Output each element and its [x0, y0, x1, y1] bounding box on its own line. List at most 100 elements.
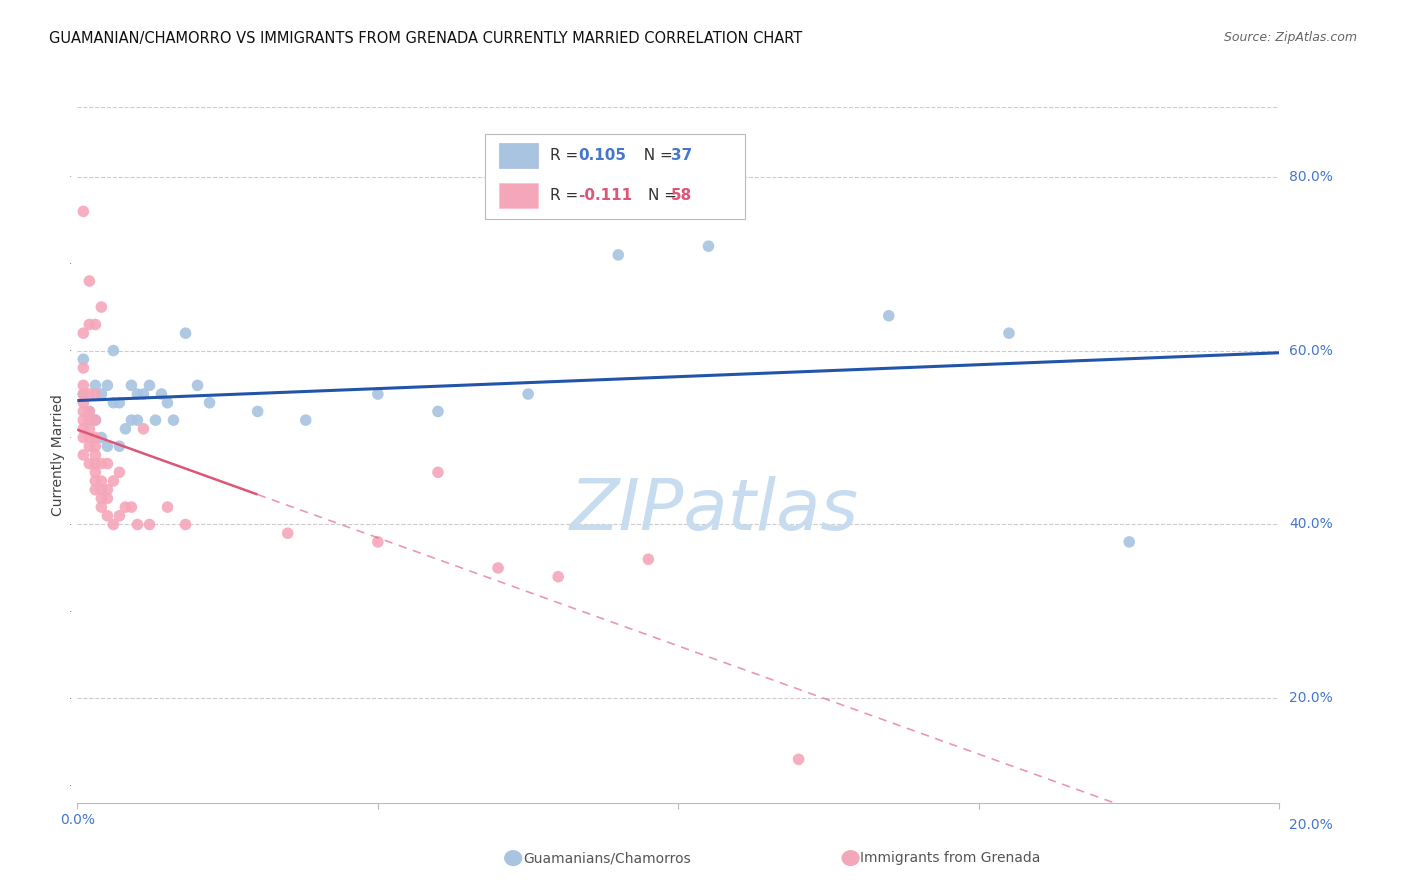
Point	[79, 430, 101, 444]
Point	[84, 474, 107, 488]
Point	[96, 491, 118, 506]
Point	[72, 352, 94, 367]
Point	[103, 474, 125, 488]
Point	[108, 466, 131, 480]
Point	[84, 413, 107, 427]
Point	[174, 517, 197, 532]
Point	[90, 430, 112, 444]
Point	[277, 526, 299, 541]
Point	[72, 387, 94, 401]
Text: 0.105: 0.105	[578, 148, 626, 162]
Text: 60.0%: 60.0%	[1289, 343, 1333, 358]
Point	[96, 457, 118, 471]
Text: 40.0%: 40.0%	[1289, 517, 1333, 532]
Point	[246, 404, 269, 418]
Text: N =: N =	[648, 188, 682, 202]
Point	[120, 378, 142, 392]
Text: N =: N =	[634, 148, 678, 162]
Point	[877, 309, 900, 323]
Point	[96, 439, 118, 453]
Point	[84, 387, 107, 401]
Text: Source: ZipAtlas.com: Source: ZipAtlas.com	[1223, 31, 1357, 45]
Point	[120, 500, 142, 514]
Point	[79, 422, 101, 436]
Point	[103, 395, 125, 409]
Point	[145, 413, 167, 427]
Text: 20.0%: 20.0%	[1289, 818, 1333, 832]
Point	[114, 422, 136, 436]
Text: Guamanians/Chamorros: Guamanians/Chamorros	[523, 851, 690, 865]
Point	[108, 508, 131, 523]
Text: 80.0%: 80.0%	[1289, 169, 1333, 184]
Point	[72, 378, 94, 392]
Text: Immigrants from Grenada: Immigrants from Grenada	[860, 851, 1040, 865]
Point	[517, 387, 540, 401]
Point	[637, 552, 659, 566]
Text: 58: 58	[671, 188, 692, 202]
Point	[114, 500, 136, 514]
Point	[132, 387, 155, 401]
Point	[156, 395, 179, 409]
Point	[72, 413, 94, 427]
Point	[79, 387, 101, 401]
Point	[427, 404, 450, 418]
Point	[547, 570, 569, 584]
Point	[150, 387, 173, 401]
Point	[486, 561, 509, 575]
Y-axis label: Currently Married: Currently Married	[51, 394, 65, 516]
Point	[198, 395, 221, 409]
Text: 20.0%: 20.0%	[1289, 691, 1333, 706]
Point	[90, 457, 112, 471]
Point	[72, 361, 94, 376]
Point	[186, 378, 209, 392]
Point	[72, 430, 94, 444]
Point	[84, 413, 107, 427]
Point	[84, 448, 107, 462]
Point	[127, 413, 149, 427]
Point	[1118, 534, 1140, 549]
Point	[787, 752, 810, 766]
Point	[96, 378, 118, 392]
Point	[90, 483, 112, 497]
Text: -0.111: -0.111	[578, 188, 631, 202]
Point	[90, 300, 112, 314]
Point	[998, 326, 1021, 340]
Point	[162, 413, 184, 427]
Point	[84, 430, 107, 444]
Point	[72, 404, 94, 418]
Point	[96, 508, 118, 523]
Point	[79, 457, 101, 471]
Point	[90, 491, 112, 506]
Point	[84, 378, 107, 392]
Point	[84, 318, 107, 332]
Point	[84, 457, 107, 471]
Point	[156, 500, 179, 514]
Point	[90, 474, 112, 488]
Point	[108, 395, 131, 409]
Point	[72, 204, 94, 219]
Text: ZIPatlas: ZIPatlas	[569, 476, 859, 545]
Point	[72, 387, 94, 401]
Point	[79, 439, 101, 453]
Point	[72, 395, 94, 409]
Text: 37: 37	[671, 148, 692, 162]
Point	[79, 274, 101, 288]
Point	[84, 439, 107, 453]
Point	[72, 422, 94, 436]
Text: R =: R =	[550, 148, 583, 162]
Point	[138, 517, 160, 532]
Point	[72, 448, 94, 462]
Point	[427, 466, 450, 480]
Point	[132, 422, 155, 436]
Text: R =: R =	[550, 188, 583, 202]
Point	[367, 387, 389, 401]
Point	[697, 239, 720, 253]
Point	[79, 413, 101, 427]
Point	[84, 466, 107, 480]
Point	[607, 248, 630, 262]
Point	[108, 439, 131, 453]
Point	[90, 500, 112, 514]
Point	[103, 517, 125, 532]
Point	[294, 413, 316, 427]
Text: GUAMANIAN/CHAMORRO VS IMMIGRANTS FROM GRENADA CURRENTLY MARRIED CORRELATION CHAR: GUAMANIAN/CHAMORRO VS IMMIGRANTS FROM GR…	[49, 31, 803, 46]
